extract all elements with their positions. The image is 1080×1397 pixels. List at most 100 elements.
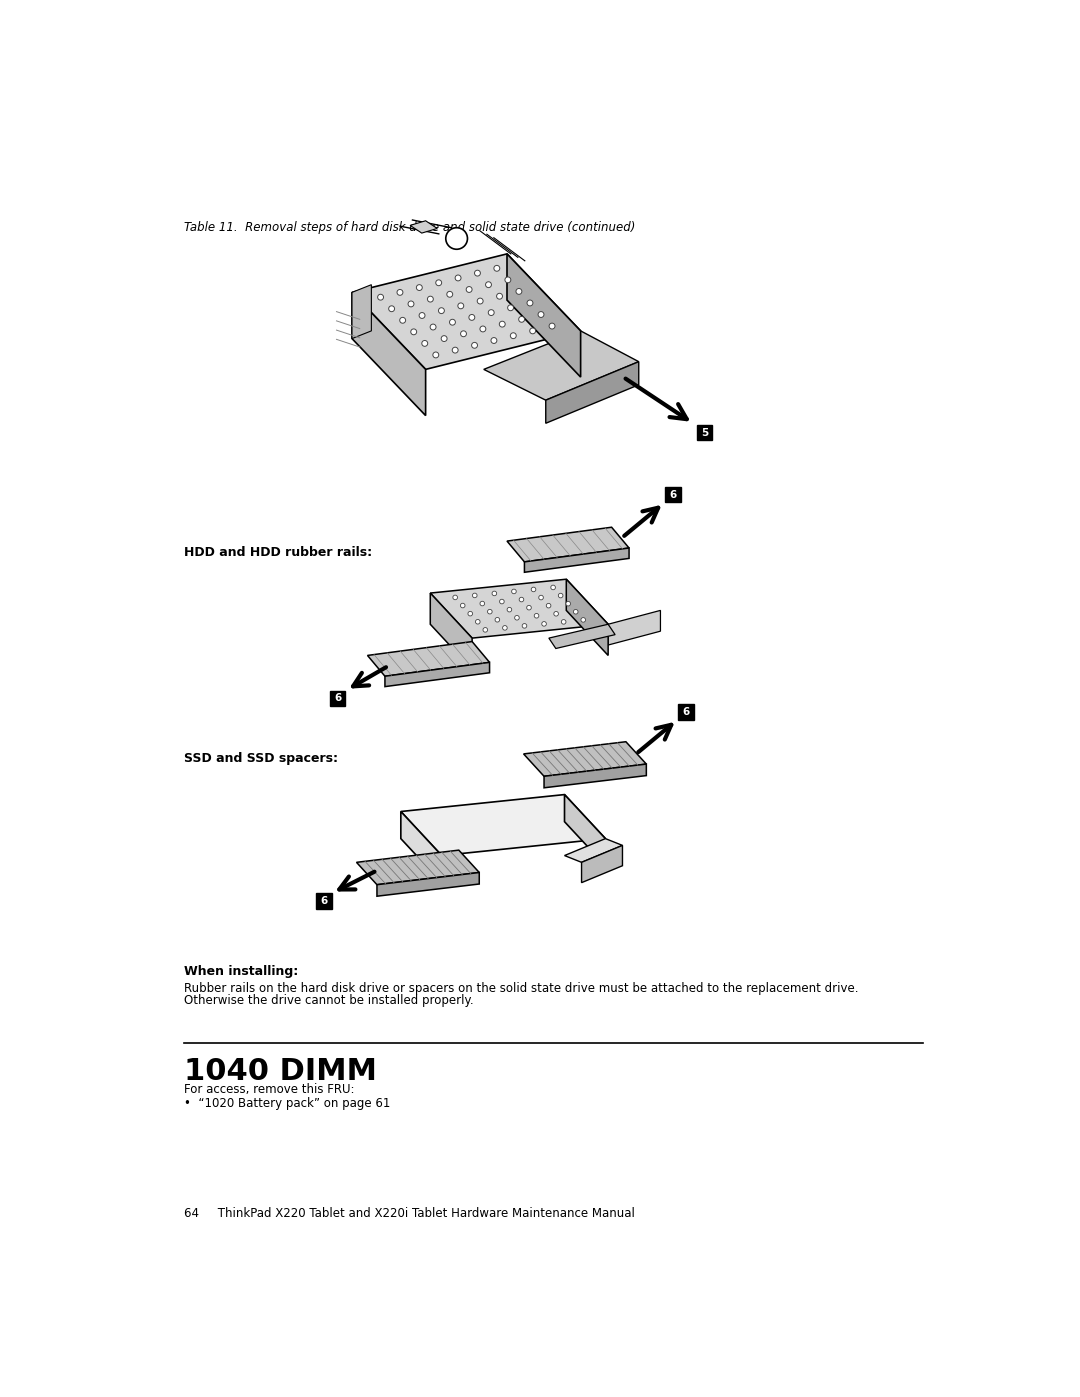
Circle shape (435, 279, 442, 285)
Text: 6: 6 (670, 490, 677, 500)
Circle shape (500, 599, 504, 604)
Polygon shape (377, 873, 480, 897)
Circle shape (472, 342, 477, 348)
Circle shape (492, 591, 497, 595)
Polygon shape (608, 610, 661, 645)
Circle shape (460, 604, 465, 608)
Circle shape (519, 598, 524, 602)
FancyBboxPatch shape (665, 488, 680, 503)
Text: Otherwise the drive cannot be installed properly.: Otherwise the drive cannot be installed … (184, 993, 473, 1007)
Text: HDD and HDD rubber rails:: HDD and HDD rubber rails: (184, 546, 372, 559)
Circle shape (389, 306, 394, 312)
Polygon shape (484, 331, 638, 400)
Circle shape (518, 316, 525, 323)
Circle shape (497, 293, 502, 299)
Circle shape (505, 277, 511, 282)
Circle shape (474, 270, 481, 277)
Circle shape (508, 305, 513, 310)
Polygon shape (410, 221, 437, 233)
Circle shape (455, 275, 461, 281)
Polygon shape (565, 795, 606, 866)
Polygon shape (545, 362, 638, 423)
Circle shape (512, 590, 516, 594)
Circle shape (491, 338, 497, 344)
Text: •  “1020 Battery pack” on page 61: • “1020 Battery pack” on page 61 (184, 1097, 390, 1111)
Polygon shape (352, 285, 372, 338)
Circle shape (397, 289, 403, 295)
FancyBboxPatch shape (697, 425, 713, 440)
Circle shape (538, 312, 544, 317)
Circle shape (486, 282, 491, 288)
Text: 64     ThinkPad X220 Tablet and X220i Tablet Hardware Maintenance Manual: 64 ThinkPad X220 Tablet and X220i Tablet… (184, 1207, 635, 1220)
Polygon shape (507, 527, 629, 562)
Circle shape (453, 595, 458, 599)
Text: 6: 6 (334, 693, 341, 704)
Text: SSD and SSD spacers:: SSD and SSD spacers: (184, 752, 338, 766)
Circle shape (554, 612, 558, 616)
Circle shape (378, 295, 383, 300)
Circle shape (480, 326, 486, 332)
Text: When installing:: When installing: (184, 964, 298, 978)
Circle shape (531, 587, 536, 592)
Polygon shape (401, 812, 442, 883)
Circle shape (511, 332, 516, 338)
Circle shape (446, 228, 468, 249)
Circle shape (494, 265, 500, 271)
FancyBboxPatch shape (316, 893, 332, 908)
Circle shape (558, 594, 563, 598)
Polygon shape (566, 580, 608, 655)
Circle shape (408, 300, 414, 307)
Circle shape (428, 296, 433, 302)
Circle shape (566, 601, 570, 606)
Circle shape (453, 348, 458, 353)
Polygon shape (401, 795, 606, 855)
Circle shape (472, 594, 477, 598)
Circle shape (562, 620, 566, 624)
Circle shape (515, 616, 519, 620)
Polygon shape (352, 292, 426, 415)
Circle shape (546, 604, 551, 608)
Circle shape (527, 605, 531, 610)
Text: 1040 DIMM: 1040 DIMM (184, 1058, 377, 1085)
Polygon shape (352, 254, 581, 369)
Circle shape (417, 285, 422, 291)
Text: Rubber rails on the hard disk drive or spacers on the solid state drive must be : Rubber rails on the hard disk drive or s… (184, 982, 859, 995)
Polygon shape (430, 580, 608, 638)
Circle shape (480, 601, 485, 606)
Circle shape (442, 335, 447, 341)
Polygon shape (367, 641, 489, 676)
FancyBboxPatch shape (678, 704, 693, 719)
Circle shape (573, 609, 578, 615)
Polygon shape (524, 742, 646, 777)
Circle shape (475, 619, 481, 624)
Text: 5: 5 (701, 427, 708, 437)
Circle shape (449, 320, 456, 326)
Text: For access, remove this FRU:: For access, remove this FRU: (184, 1083, 354, 1097)
Text: 6: 6 (320, 895, 327, 907)
Circle shape (468, 612, 473, 616)
Circle shape (460, 331, 467, 337)
Circle shape (495, 617, 500, 622)
Circle shape (430, 324, 436, 330)
Text: Table 11.  Removal steps of hard disk drive and solid state drive (continued): Table 11. Removal steps of hard disk dri… (184, 221, 635, 233)
Circle shape (458, 303, 463, 309)
Polygon shape (430, 594, 472, 669)
Circle shape (539, 595, 543, 599)
Circle shape (516, 289, 522, 295)
Circle shape (477, 298, 483, 305)
Polygon shape (525, 548, 629, 573)
Circle shape (581, 617, 585, 622)
Circle shape (522, 623, 527, 629)
Polygon shape (544, 764, 646, 788)
Circle shape (508, 608, 512, 612)
Circle shape (447, 292, 453, 298)
Circle shape (535, 613, 539, 617)
Text: 6: 6 (683, 707, 689, 717)
Circle shape (499, 321, 505, 327)
Polygon shape (384, 662, 489, 686)
Circle shape (483, 627, 487, 633)
Circle shape (529, 328, 536, 334)
Circle shape (433, 352, 438, 358)
Circle shape (549, 323, 555, 330)
Polygon shape (356, 851, 480, 884)
